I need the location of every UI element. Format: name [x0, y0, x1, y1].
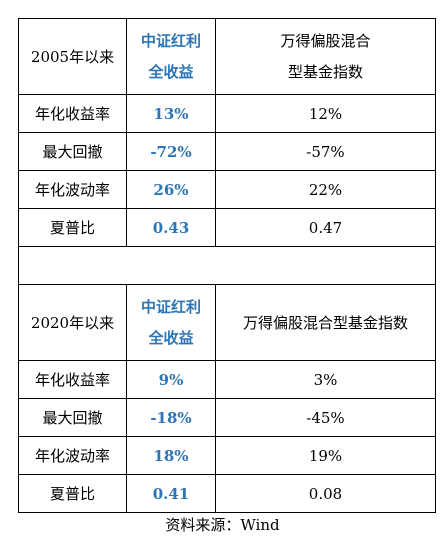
section1-col2-header-line2: 全收益	[148, 62, 194, 81]
table-row: 最大回撤 -72% -57%	[18, 132, 436, 171]
section1-header-row: 2005年以来 中证红利 全收益 万得偏股混合 型基金指数	[18, 18, 436, 95]
dividend-value: 13%	[126, 94, 216, 133]
dividend-value: 18%	[126, 436, 216, 475]
section2-col2-header: 中证红利 全收益	[126, 284, 216, 361]
section2-col3-header: 万得偏股混合型基金指数	[215, 284, 436, 361]
dividend-value: 9%	[126, 360, 216, 399]
row-label: 年化收益率	[18, 94, 127, 133]
section-separator	[18, 246, 436, 285]
dividend-value: -72%	[126, 132, 216, 171]
fund-index-value: 22%	[215, 170, 436, 209]
fund-index-value: -57%	[215, 132, 436, 171]
section2-col2-header-line1: 中证红利	[140, 297, 201, 316]
table-row: 年化收益率 9% 3%	[18, 360, 436, 399]
table-row: 夏普比 0.43 0.47	[18, 208, 436, 247]
table-row: 年化收益率 13% 12%	[18, 94, 436, 133]
row-label: 年化收益率	[18, 360, 127, 399]
table-row: 年化波动率 18% 19%	[18, 436, 436, 475]
dividend-value: 0.41	[126, 474, 216, 513]
row-label: 年化波动率	[18, 436, 127, 475]
section-separator-row	[18, 246, 436, 285]
comparison-table-container: 2005年以来 中证红利 全收益 万得偏股混合 型基金指数 年化收益率 13% …	[18, 18, 436, 513]
row-label: 夏普比	[18, 208, 127, 247]
dividend-value: 26%	[126, 170, 216, 209]
source-note: 资料来源：Wind	[165, 516, 280, 534]
table-row: 夏普比 0.41 0.08	[18, 474, 436, 513]
fund-index-value: 0.47	[215, 208, 436, 247]
fund-index-value: 12%	[215, 94, 436, 133]
section1-col3-header-line1: 万得偏股混合	[280, 31, 371, 50]
section2-col2-header-line2: 全收益	[148, 328, 194, 347]
section1-col3-header: 万得偏股混合 型基金指数	[215, 18, 436, 95]
section2-period: 2020年以来	[18, 284, 127, 361]
dividend-value: -18%	[126, 398, 216, 437]
section1-col3-header-line2: 型基金指数	[287, 62, 363, 81]
section1-col2-header: 中证红利 全收益	[126, 18, 216, 95]
row-label: 最大回撤	[18, 132, 127, 171]
comparison-table: 2005年以来 中证红利 全收益 万得偏股混合 型基金指数 年化收益率 13% …	[18, 18, 436, 513]
dividend-value: 0.43	[126, 208, 216, 247]
section2-header-row: 2020年以来 中证红利 全收益 万得偏股混合型基金指数	[18, 284, 436, 361]
fund-index-value: 19%	[215, 436, 436, 475]
row-label: 最大回撤	[18, 398, 127, 437]
section1-col2-header-line1: 中证红利	[140, 31, 201, 50]
table-row: 年化波动率 26% 22%	[18, 170, 436, 209]
fund-index-value: 0.08	[215, 474, 436, 513]
row-label: 年化波动率	[18, 170, 127, 209]
fund-index-value: -45%	[215, 398, 436, 437]
section1-period: 2005年以来	[18, 18, 127, 95]
row-label: 夏普比	[18, 474, 127, 513]
table-row: 最大回撤 -18% -45%	[18, 398, 436, 437]
fund-index-value: 3%	[215, 360, 436, 399]
